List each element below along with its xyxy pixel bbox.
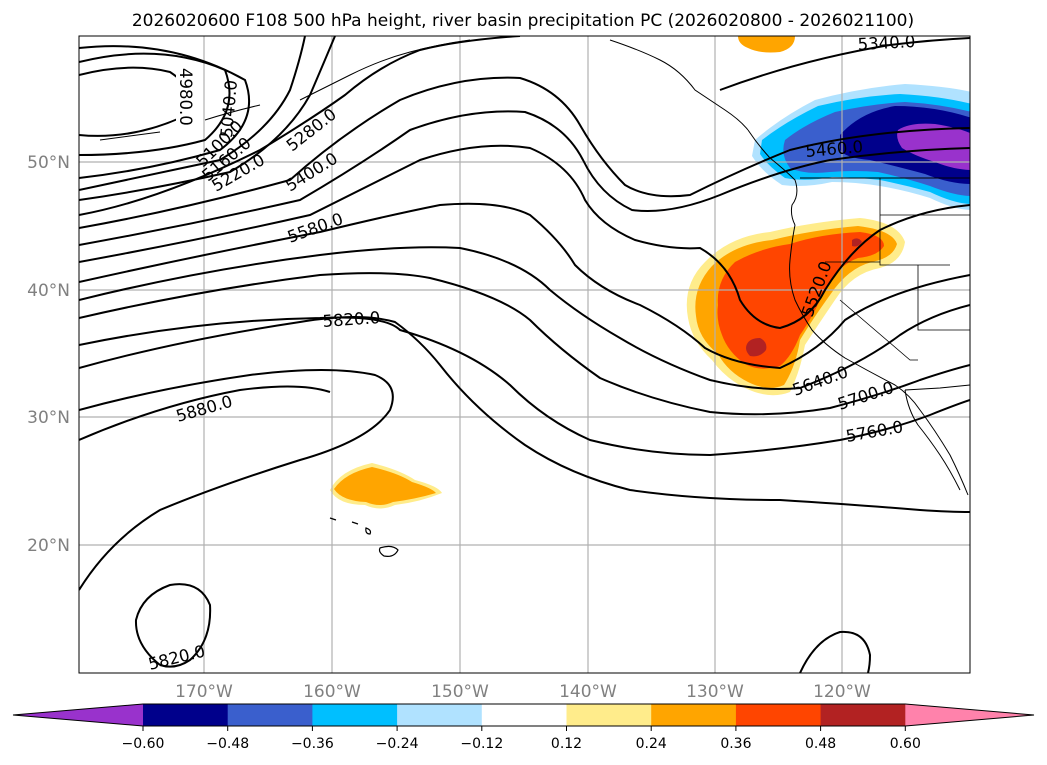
shade-pnw-extreme <box>897 123 970 170</box>
colorbar-tick-label: 0.24 <box>636 736 667 752</box>
lon-label: 170°W <box>175 682 233 702</box>
shade-hawaii-mid <box>334 467 436 505</box>
border-us-mexico <box>904 384 970 391</box>
lat-label: 40°N <box>27 281 70 301</box>
contour-5280 <box>79 36 521 216</box>
contour-5820-closed <box>134 583 212 668</box>
map-panel: 4980.0 5040.0 5100.0 5160.0 5220.0 5280.… <box>27 32 971 702</box>
lat-label: 20°N <box>27 536 70 556</box>
colorbar-segment <box>735 704 822 726</box>
coast-us-west <box>789 224 969 496</box>
contour-5400 <box>79 76 970 229</box>
lat-label: 30°N <box>27 408 70 428</box>
contour-label-4980: 4980.0 <box>176 68 195 126</box>
shade-alaska <box>738 36 795 53</box>
lon-label: 130°W <box>686 682 744 702</box>
colorbar-segment <box>651 704 737 726</box>
colorbar: −0.60 −0.48 −0.36 −0.24 −0.12 0.12 0.24 0.36 0.4… <box>12 703 1035 752</box>
height-contours <box>79 36 970 673</box>
colorbar-tick-label: −0.60 <box>122 736 165 752</box>
colorbar-extend-max <box>905 704 1034 726</box>
colorbar-tick-label: −0.12 <box>460 736 503 752</box>
contour-5760 <box>79 316 970 457</box>
contour-5460 <box>79 110 970 246</box>
contour-5820-sw <box>799 630 872 673</box>
contour-5880b <box>79 385 331 441</box>
contour-5880 <box>79 369 394 591</box>
colorbar-segment <box>143 704 229 726</box>
colorbar-tick-label: −0.24 <box>376 736 419 752</box>
figure-title: 2026020600 F108 500 hPa height, river ba… <box>132 11 914 31</box>
coastlines <box>99 39 970 557</box>
lon-axis: 170°W 160°W 150°W 140°W 130°W 120°W <box>175 682 871 702</box>
coast-bc <box>747 129 798 226</box>
contour-5580 <box>79 202 970 370</box>
lon-label: 140°W <box>559 682 617 702</box>
shade-westus-max <box>746 338 767 357</box>
contour-5700 <box>79 272 970 416</box>
colorbar-tick-label: −0.48 <box>206 736 249 752</box>
coast-baja <box>904 389 961 491</box>
colorbar-tick-label: −0.36 <box>291 736 334 752</box>
map-frame <box>78 35 971 674</box>
coast-aleutians <box>99 104 261 141</box>
contour-label-5460: 5460.0 <box>805 137 864 161</box>
colorbar-segment <box>481 704 567 726</box>
contour-5640 <box>79 246 970 390</box>
lon-label: 120°W <box>813 682 871 702</box>
lat-axis: 50°N 40°N 30°N 20°N <box>27 153 70 556</box>
colorbar-tick-label: 0.60 <box>890 736 921 752</box>
colorbar-segment <box>397 704 483 726</box>
colorbar-segment <box>820 704 906 726</box>
colorbar-segment <box>312 704 398 726</box>
precip-shading <box>330 36 970 509</box>
contour-5340 <box>719 37 970 91</box>
colorbar-tick-label: 0.48 <box>805 736 836 752</box>
colorbar-tick-label: 0.36 <box>720 736 751 752</box>
colorbar-tick-label: 0.12 <box>551 736 582 752</box>
contour-5520a <box>79 144 970 330</box>
contour-5820 <box>79 316 970 513</box>
contour-5160 <box>79 36 306 191</box>
contour-5220 <box>79 36 336 201</box>
lon-label: 150°W <box>431 682 489 702</box>
hawaii-islands <box>329 517 399 557</box>
contour-label-5340: 5340.0 <box>857 32 916 54</box>
colorbar-segment <box>227 704 313 726</box>
contour-label-5820: 5820.0 <box>322 308 381 331</box>
colorbar-segment <box>566 704 652 726</box>
colorbar-extend-min <box>13 704 143 726</box>
contour-5040 <box>79 52 231 156</box>
contour-5100 <box>79 45 251 179</box>
contour-label-5040: 5040.0 <box>217 79 241 138</box>
border-states <box>825 178 970 361</box>
shade-westus-max-2 <box>852 238 862 247</box>
lat-label: 50°N <box>27 153 70 173</box>
lon-label: 160°W <box>303 682 361 702</box>
